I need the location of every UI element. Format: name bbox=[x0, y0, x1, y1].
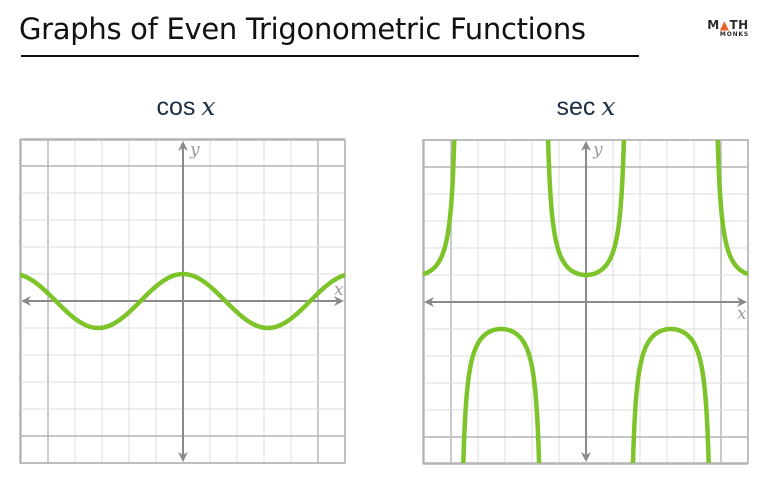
sec-curve bbox=[461, 326, 542, 463]
sec-caption-name: sec bbox=[556, 93, 596, 121]
sec-curve bbox=[423, 140, 457, 277]
sec-curve bbox=[545, 140, 627, 278]
y-axis-up-arrow-icon bbox=[581, 141, 591, 151]
sec-caption: sec x bbox=[556, 92, 615, 122]
mathmonks-logo: M▲TH MONKS bbox=[703, 19, 753, 39]
y-axis-down-arrow-icon bbox=[581, 452, 591, 462]
cos-caption: cos x bbox=[156, 92, 215, 122]
y-axis-label: y bbox=[592, 140, 603, 160]
sec-curve bbox=[715, 140, 748, 277]
graph-border bbox=[19, 139, 346, 464]
y-axis-down-arrow-icon bbox=[178, 452, 188, 462]
y-axis-up-arrow-icon bbox=[178, 141, 188, 151]
cos-curve bbox=[20, 271, 345, 331]
graph-border bbox=[422, 139, 749, 464]
sec-graph: yx bbox=[422, 139, 749, 465]
x-axis-label: x bbox=[737, 304, 747, 324]
x-axis-left-arrow-icon bbox=[21, 296, 31, 306]
cos-caption-name: cos bbox=[156, 93, 196, 121]
logo-letter-m: M bbox=[707, 18, 720, 32]
cos-graph: yx bbox=[19, 138, 346, 464]
sec-curve bbox=[630, 326, 711, 463]
logo-triangle-icon: ▲ bbox=[719, 18, 730, 32]
title-underline bbox=[21, 55, 639, 57]
x-axis-right-arrow-icon bbox=[737, 297, 747, 307]
page-title: Graphs of Even Trigonometric Functions bbox=[19, 12, 586, 46]
logo-wordmark: M▲TH bbox=[703, 19, 753, 31]
cos-caption-var: x bbox=[201, 92, 216, 121]
x-axis-label: x bbox=[334, 280, 344, 300]
logo-subtitle: MONKS bbox=[719, 31, 749, 38]
x-axis-left-arrow-icon bbox=[424, 297, 434, 307]
x-axis-right-arrow-icon bbox=[334, 296, 344, 306]
y-axis-label: y bbox=[189, 140, 200, 160]
sec-caption-var: x bbox=[601, 92, 616, 121]
logo-letters-th: TH bbox=[729, 18, 749, 32]
